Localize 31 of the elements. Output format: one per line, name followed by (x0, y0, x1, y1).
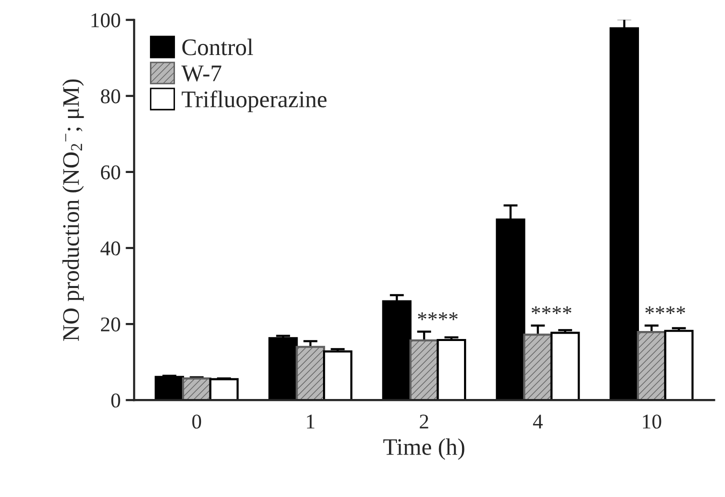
legend-label: W-7 (181, 66, 222, 82)
annotation: **** (532, 306, 572, 314)
y-tick-label: 60 (100, 165, 120, 180)
y-tick-label: 20 (101, 317, 120, 332)
y-tick-label: 40 (100, 241, 120, 256)
bar (154, 376, 184, 400)
legend-label: Trifluoperazine (182, 90, 327, 112)
y-tick-label: 0 (111, 393, 120, 408)
bar (296, 346, 326, 400)
bar (550, 332, 580, 400)
bar (436, 338, 466, 400)
bar (664, 330, 694, 400)
x-tick-label: 1 (307, 414, 314, 428)
bar (382, 300, 412, 400)
bar (409, 339, 439, 400)
x-tick-label: 10 (642, 414, 662, 429)
y-tick-label: 80 (100, 89, 120, 104)
x-axis-title: Time (h) (383, 438, 464, 460)
y-axis-title: NO production (NO$_{2}$$^{−}$; μM) (62, 79, 84, 341)
bar (209, 378, 239, 400)
x-tick-label: 0 (192, 414, 202, 429)
annotation: **** (418, 312, 458, 320)
y-tick-label: 100 (92, 13, 120, 28)
bar (268, 337, 298, 400)
bar (323, 350, 352, 400)
x-tick-label: 2 (420, 414, 428, 428)
bar (182, 377, 212, 400)
legend-label: Control (182, 38, 254, 56)
bar (636, 330, 666, 400)
annotation: **** (645, 306, 686, 314)
x-tick-label: 4 (533, 414, 543, 428)
